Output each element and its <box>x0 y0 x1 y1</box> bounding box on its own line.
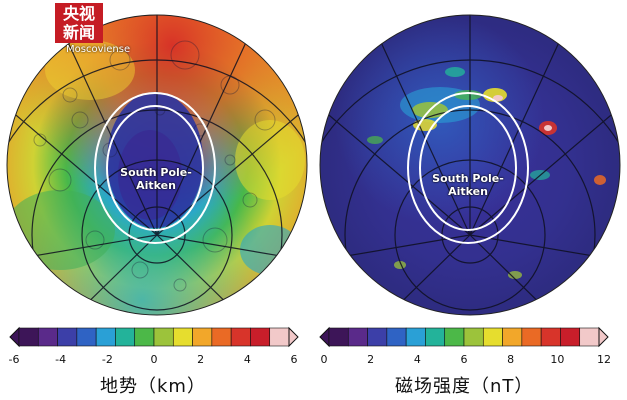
colorbar-tick-label: 12 <box>597 353 611 366</box>
colorbar-tick-label: -6 <box>8 353 20 366</box>
colorbar-swatch <box>115 327 136 347</box>
topography-colorbar <box>9 326 299 348</box>
left-spa-label-line-2: Aitken <box>136 179 176 192</box>
colorbar-swatch <box>328 327 349 347</box>
right-spa-label-line-1: South Pole- <box>432 172 504 185</box>
colorbar-arrow-right <box>288 326 299 348</box>
colorbar-arrow-right <box>598 326 609 348</box>
magnetic-colorbar-title: 磁场强度（nT） <box>395 376 534 397</box>
colorbar-swatch <box>540 327 561 347</box>
colorbar-swatch <box>367 327 388 347</box>
right-map-rim <box>319 14 621 316</box>
colorbar-swatch <box>482 327 503 347</box>
colorbar-swatch <box>250 327 271 347</box>
spa-basin-outline <box>407 92 529 244</box>
colorbar-tick-label: 2 <box>367 353 375 366</box>
colorbar-tick-label: 4 <box>243 353 251 366</box>
colorbar-tick-label: -4 <box>55 353 67 366</box>
colorbar-swatch <box>405 327 426 347</box>
colorbar-swatch <box>76 327 97 347</box>
colorbar-swatch <box>463 327 484 347</box>
topography-colorbar-title: 地势（km） <box>100 376 206 397</box>
spa-basin-outline <box>94 92 216 244</box>
colorbar-swatch <box>521 327 542 347</box>
cctv-news-logo: 央视 新闻 <box>55 3 103 43</box>
colorbar-swatch <box>211 327 232 347</box>
colorbar-swatch <box>172 327 193 347</box>
graticule <box>320 15 620 315</box>
colorbar-tick-label: 8 <box>507 353 515 366</box>
left-spa-label: South Pole- Aitken <box>110 166 202 192</box>
colorbar-tick-label: -2 <box>101 353 113 366</box>
magnetic-field-map <box>320 15 620 315</box>
left-spa-label-line-1: South Pole- <box>120 166 192 179</box>
magnetic-colorbar <box>319 326 609 348</box>
colorbar-swatch <box>579 327 600 347</box>
colorbar-swatch <box>37 327 58 347</box>
colorbar-swatch <box>18 327 39 347</box>
logo-line-1: 央视 <box>62 4 95 23</box>
colorbar-tick-label: 0 <box>320 353 328 366</box>
colorbar-tick-label: 6 <box>460 353 468 366</box>
right-spa-label-line-2: Aitken <box>448 185 488 198</box>
colorbar-swatch <box>386 327 407 347</box>
right-spa-label: South Pole- Aitken <box>422 172 514 198</box>
colorbar-swatch <box>560 327 581 347</box>
colorbar-swatch <box>425 327 446 347</box>
left-map-rim <box>6 14 308 316</box>
colorbar-swatch <box>269 327 290 347</box>
colorbar-tick-label: 2 <box>197 353 205 366</box>
colorbar-swatch <box>153 327 174 347</box>
colorbar-swatch <box>134 327 155 347</box>
moscoviense-label: Moscoviense <box>66 44 131 55</box>
colorbar-swatch <box>502 327 523 347</box>
topography-map <box>7 15 307 315</box>
colorbar-swatch <box>444 327 465 347</box>
colorbar-tick-label: 0 <box>150 353 158 366</box>
colorbar-tick-label: 6 <box>290 353 298 366</box>
colorbar-swatch <box>230 327 251 347</box>
logo-line-2: 新闻 <box>62 23 95 42</box>
colorbar-swatch <box>192 327 213 347</box>
colorbar-tick-label: 10 <box>550 353 565 366</box>
colorbar-swatch <box>95 327 116 347</box>
colorbar-arrow-left <box>9 326 20 348</box>
colorbar-tick-label: 4 <box>413 353 421 366</box>
colorbar-arrow-left <box>319 326 330 348</box>
colorbar-swatch <box>57 327 78 347</box>
colorbar-swatch <box>347 327 368 347</box>
